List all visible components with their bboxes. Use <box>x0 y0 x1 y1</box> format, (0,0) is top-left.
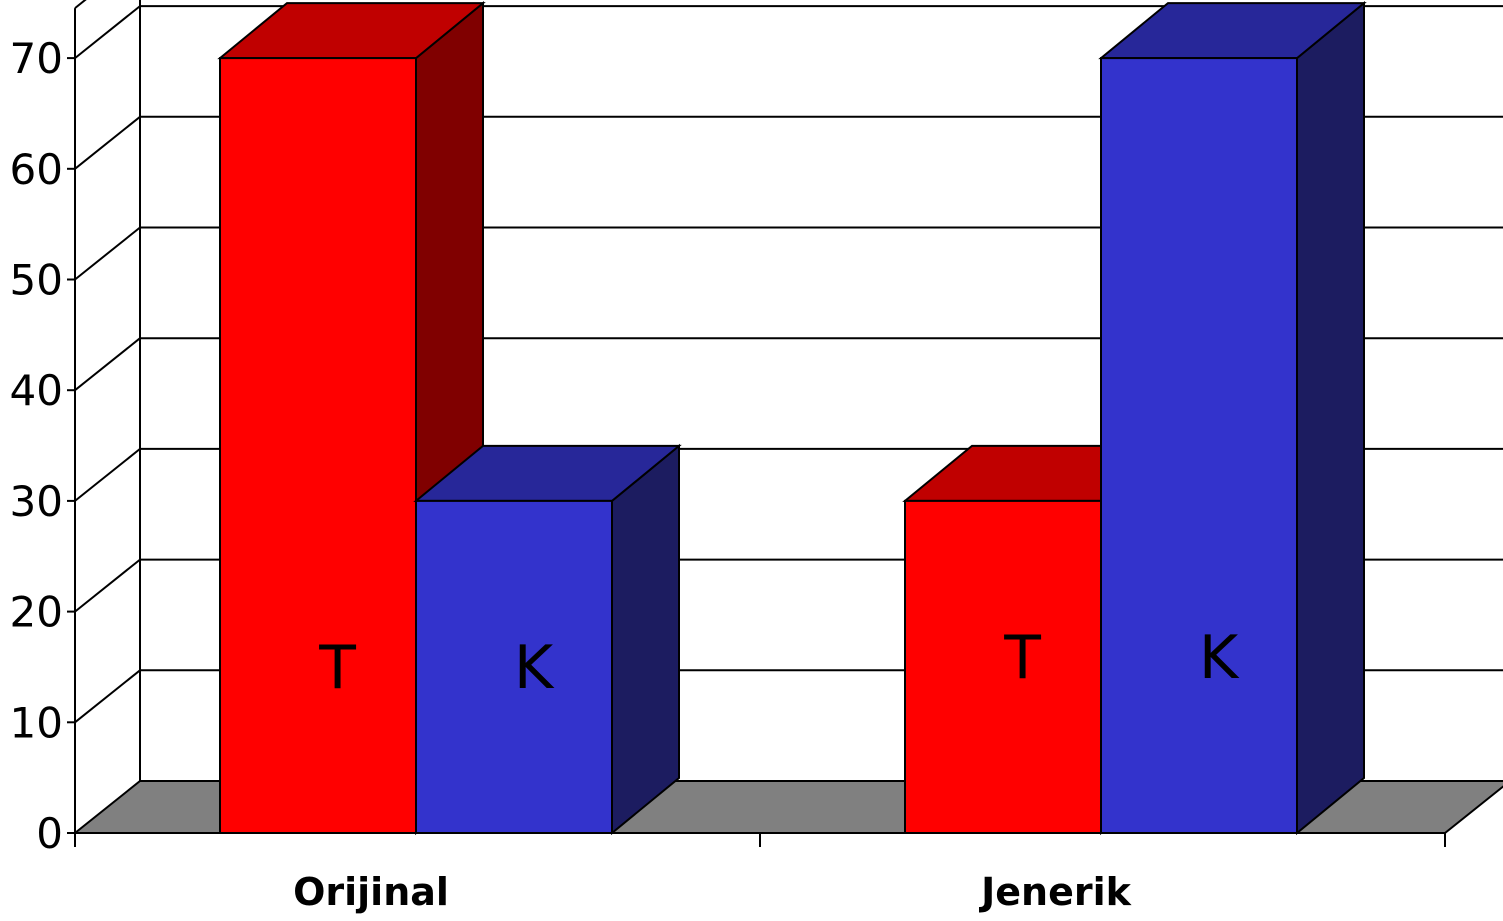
bar <box>1100 57 1298 835</box>
side-wall-line <box>74 558 141 613</box>
bar <box>415 499 613 834</box>
y-tick-label: 70 <box>10 34 63 83</box>
y-tick-label: 10 <box>10 698 63 747</box>
y-tick-label: 30 <box>10 477 63 526</box>
bar <box>904 499 1102 834</box>
side-wall-line <box>74 0 87 9</box>
chart-labels: 0 10 20 30 40 50 60 70 T K Orijinal T K Jenerik <box>10 34 1240 914</box>
y-tick-label: 20 <box>10 588 63 637</box>
bar <box>219 57 417 835</box>
bar-label: T <box>318 633 356 703</box>
side-wall-line <box>74 448 141 502</box>
y-tick-label: 50 <box>10 256 63 305</box>
x-category-label: Orijinal <box>293 870 449 914</box>
chart-bars <box>217 0 1367 836</box>
side-wall-line <box>74 337 141 391</box>
side-wall-line <box>74 116 141 170</box>
x-category-label: Jenerik <box>978 870 1132 914</box>
y-tick-label: 60 <box>10 145 63 194</box>
side-wall-line <box>74 226 141 281</box>
bar-side <box>611 443 680 836</box>
bar-label: K <box>514 633 555 703</box>
bar-label: K <box>1199 623 1240 693</box>
y-tick-label: 0 <box>36 809 63 858</box>
bar-label: T <box>1003 623 1041 693</box>
side-wall-line <box>74 669 141 724</box>
y-tick-label: 40 <box>10 366 63 415</box>
side-wall-line <box>74 5 141 59</box>
bar-side <box>1296 0 1365 836</box>
